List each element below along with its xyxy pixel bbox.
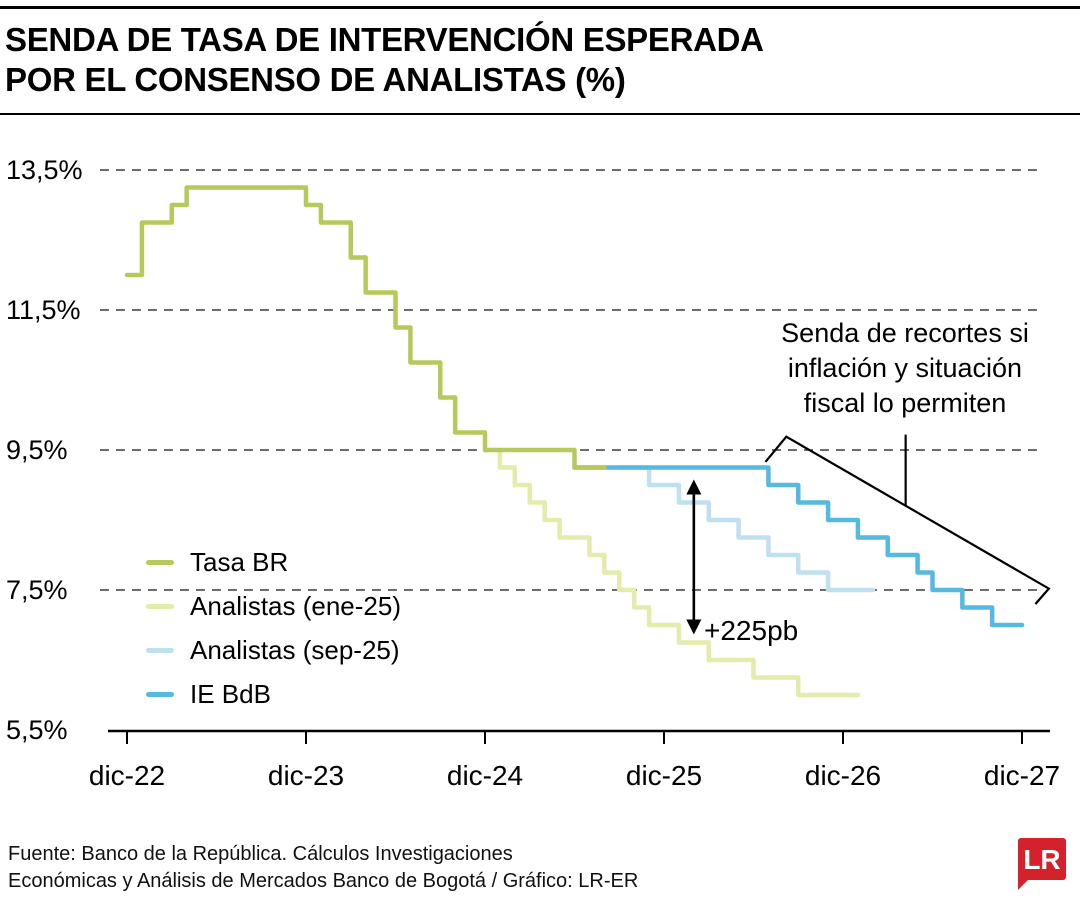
lr-logo-tail [1018,878,1030,890]
series-ie-bdb [572,465,1025,628]
legend-label: Analistas (sep-25) [190,634,400,665]
legend-marker [146,647,174,653]
legend-marker [146,603,174,609]
lr-logo-text: LR [1023,844,1060,875]
x-axis-label: dic-27 [983,760,1061,791]
source-note: Fuente: Banco de la República. Cálculos … [8,843,639,892]
y-axis-label: 11,5% [6,295,81,325]
x-axis-label: dic-26 [804,760,882,791]
y-axis-label: 5,5% [6,715,68,745]
delta-arrow-head-down [686,619,702,635]
series-tasa-br [124,185,607,470]
x-axis-label: dic-22 [88,760,166,791]
y-axis-label: 7,5% [6,575,68,605]
lr-logo: LR [1018,838,1066,890]
legend-label: IE BdB [190,678,271,709]
series-analistas-ene-25- [482,447,861,698]
chart-legend: Tasa BR Analistas (ene-25) Analistas (sep-… [146,540,401,716]
legend-item: IE BdB [146,672,401,716]
x-axis-label: dic-25 [625,760,703,791]
legend-marker [146,691,174,697]
legend-label: Analistas (ene-25) [190,590,401,621]
legend-item: Analistas (sep-25) [146,628,401,672]
legend-item: Analistas (ene-25) [146,584,401,628]
legend-label: Tasa BR [190,546,289,577]
y-axis-label: 13,5% [6,155,83,185]
lr-logo-box [1018,838,1066,880]
cuts-note: Senda de recortes si inflación y situaci… [781,318,1029,418]
rate-path-chart [100,169,1051,744]
cuts-pointer-line [764,435,1051,605]
title-rule [0,113,1080,115]
x-axis-label: dic-23 [267,760,345,791]
y-axis-label: 9,5% [6,435,68,465]
legend-marker [146,559,174,565]
delta-arrow-head-up [686,479,702,495]
top-rule [0,6,1080,9]
delta-label: +225pb [704,615,799,646]
x-axis-label: dic-24 [446,760,524,791]
page-title: SENDA DE TASA DE INTERVENCIÓN ESPERADA P… [5,21,764,98]
legend-item: Tasa BR [146,540,401,584]
series-analistas-sep-25- [617,465,876,593]
